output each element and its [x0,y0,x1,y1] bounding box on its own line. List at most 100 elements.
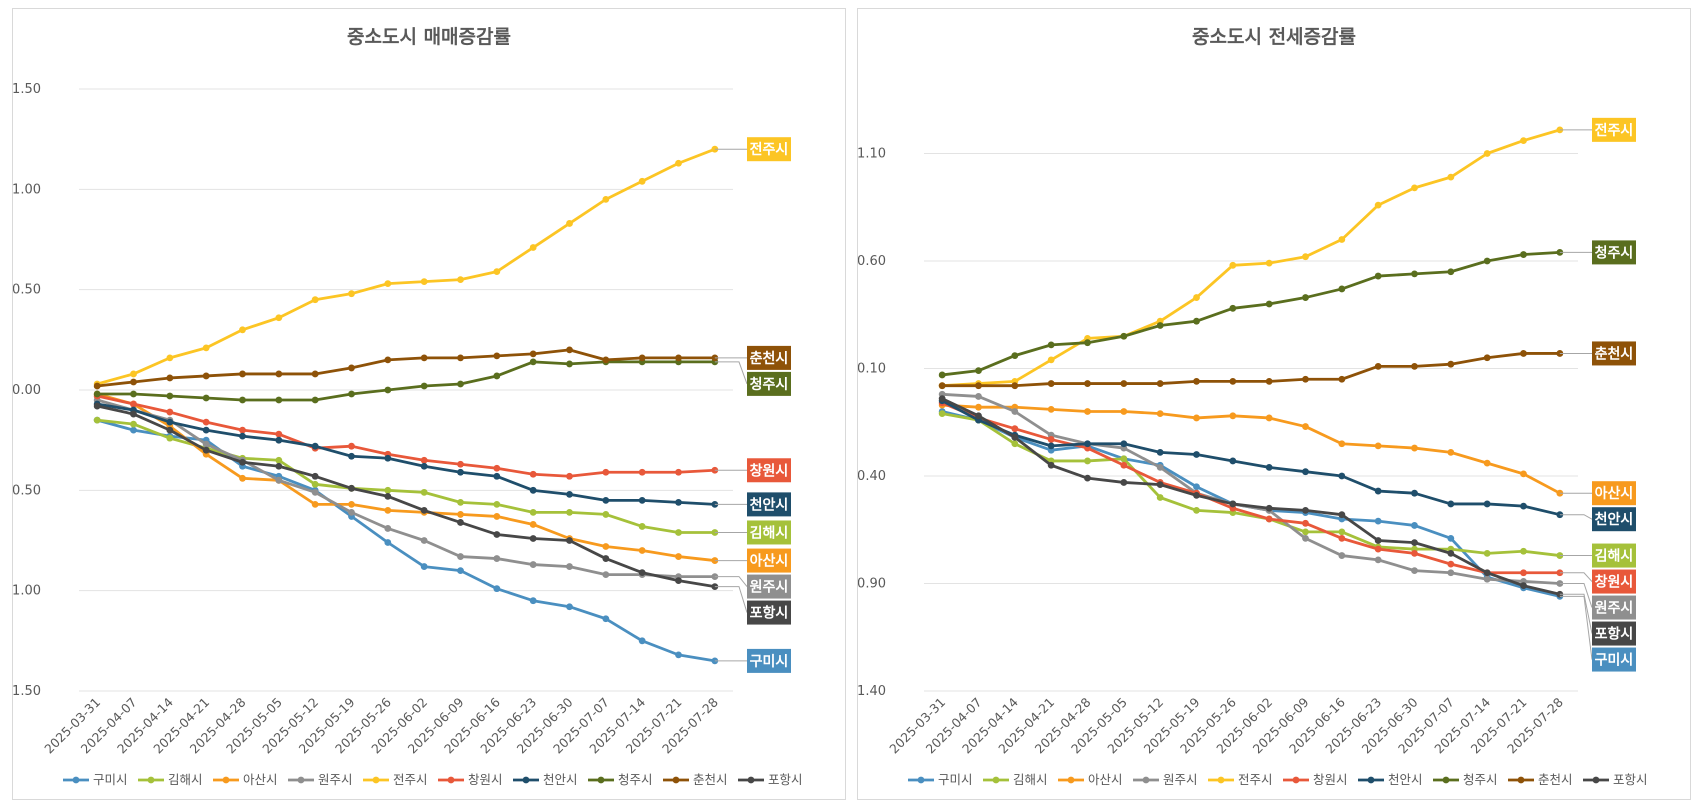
data-point [275,314,283,322]
data-point [1193,451,1200,458]
y-tick-label: -1.40 [858,684,886,699]
data-point [1193,378,1200,385]
legend-label: 천안시 [543,772,578,787]
data-point [239,426,246,434]
data-point [1338,375,1346,383]
data-point [130,400,137,408]
data-point [457,519,464,526]
data-point [602,555,610,562]
data-point [1520,137,1527,145]
y-tick-label: 1.00 [13,182,41,197]
data-point [130,370,137,378]
data-point [1447,173,1455,181]
data-point [384,454,392,462]
end-label-text: 김해시 [750,524,789,541]
data-point [975,412,982,420]
data-point [1338,511,1346,519]
legend-label: 김해시 [1013,772,1048,787]
data-point [239,458,246,466]
data-point [420,462,428,470]
data-point [239,396,246,404]
data-point [166,434,174,442]
data-point [1011,352,1019,359]
data-point [1338,285,1346,293]
data-point [1338,472,1346,480]
end-label-box [1592,569,1636,594]
data-point [1011,433,1019,441]
data-point [1338,236,1346,243]
data-point [457,460,464,468]
legend-label: 원주시 [318,772,353,787]
data-point [420,382,428,390]
data-point [1411,567,1418,574]
legend-item: 포항시 [1583,772,1648,787]
data-point [457,468,464,476]
legend-item: 춘천시 [1508,772,1573,787]
data-point [130,420,137,428]
data-point [1374,201,1382,209]
data-point [384,525,392,532]
data-point [975,403,982,411]
data-point [529,244,537,251]
legend-marker-icon [1067,776,1075,784]
data-point [202,440,210,448]
data-point [566,472,573,480]
label-leader-line [1559,593,1593,634]
chart-title: 중소도시 매매증감률 [347,26,511,48]
data-point [1556,126,1564,134]
legend-marker-icon [522,776,530,784]
data-point [1556,350,1564,357]
legend-label: 창원시 [1313,772,1348,787]
data-point [1193,317,1200,325]
data-point [1047,436,1055,443]
legend-marker-icon [147,776,155,784]
data-point [493,585,501,593]
data-point [1302,294,1309,301]
legend-label: 아산시 [243,772,278,787]
data-point [1047,442,1055,450]
end-label-box [747,600,791,625]
data-point [493,555,501,562]
data-point [1411,270,1418,278]
data-point [420,456,428,464]
data-point [938,395,946,402]
data-point [566,603,573,611]
data-point [348,484,355,492]
data-point [1374,545,1382,553]
legend-marker-icon [447,776,455,784]
data-point [711,466,719,474]
data-point [1447,550,1455,557]
y-tick-label: 0.60 [858,254,886,269]
jeonse-change-chart: 중소도시 전세증감률1.100.600.10-0.40-0.90-1.40202… [858,26,1648,787]
data-point [1411,444,1418,452]
series-line-3 [95,392,717,562]
data-point [93,390,101,398]
data-point [384,280,392,288]
legend-marker-icon [1292,776,1300,784]
data-point [457,511,464,518]
data-point [1084,339,1091,347]
legend-label: 원주시 [1163,772,1198,787]
data-point [1374,556,1382,564]
data-point [166,354,174,362]
data-point [93,416,101,424]
data-point [1156,494,1164,501]
legend-marker-icon [372,776,380,784]
data-point [675,498,682,506]
end-label-text: 아산시 [750,553,789,570]
data-point [1265,414,1273,422]
data-point [1193,507,1200,514]
legend-marker-icon [747,776,755,784]
data-point [602,356,610,364]
data-point [1156,322,1164,329]
data-point [638,547,646,554]
legend-item: 춘천시 [663,772,728,787]
legend-item: 전주시 [1208,772,1273,787]
data-point [493,464,501,472]
data-point [384,356,392,364]
data-point [1302,375,1309,383]
data-point [493,513,501,520]
data-point [1265,515,1273,523]
data-point [566,346,573,354]
data-point [493,531,501,538]
